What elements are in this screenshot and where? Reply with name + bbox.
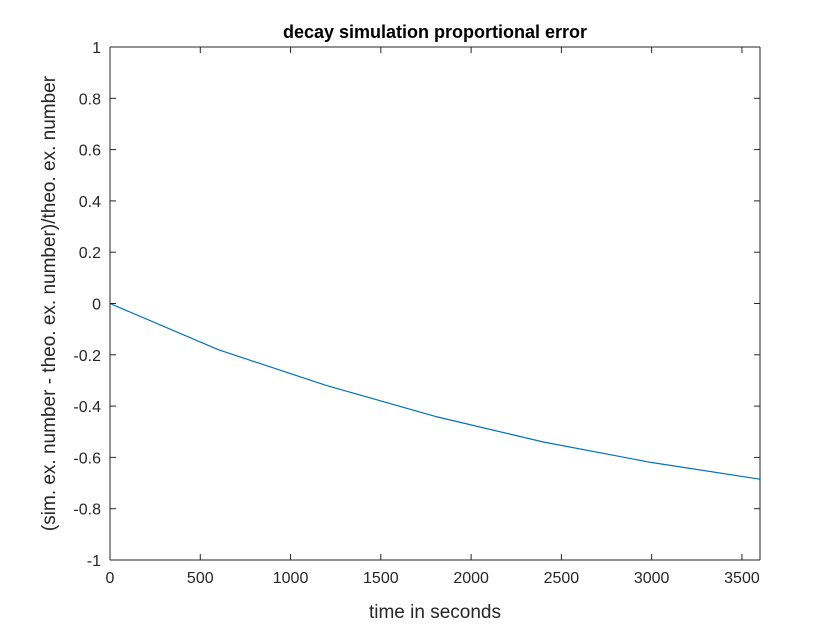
y-tick-label: -0.8 (73, 502, 101, 519)
x-tick-label: 1500 (363, 570, 399, 587)
y-tick-label: -0.6 (73, 450, 101, 467)
y-axis-label: (sim. ex. number - theo. ex. number)/the… (39, 75, 60, 531)
y-tick-label: 0.4 (79, 194, 101, 211)
series-line (109, 302, 761, 480)
x-tick-label: 2000 (453, 570, 489, 587)
x-tick-label: 0 (106, 570, 115, 587)
y-tick-label: -0.4 (73, 399, 101, 416)
y-tick-label: -1 (87, 553, 101, 570)
x-tick-label: 1000 (273, 570, 309, 587)
x-tick-label: 3500 (724, 570, 760, 587)
chart-title: decay simulation proportional error (283, 22, 587, 42)
x-tick-label: 500 (187, 570, 214, 587)
y-tick-label: 0.8 (79, 91, 101, 108)
y-tick-label: 1 (92, 40, 101, 57)
y-tick-label: 0.2 (79, 245, 101, 262)
y-tick-label: 0.6 (79, 143, 101, 160)
y-tick-label: 0 (92, 297, 101, 314)
x-axis-label: time in seconds (369, 602, 501, 623)
ticks-layer: 0 500 1000 1500 2000 2500 3000 3500 1 0.8 0.6 0.4 0.… (73, 40, 760, 587)
x-tick-label: 2500 (544, 570, 580, 587)
x-tick-label: 3000 (634, 570, 670, 587)
series-layer (109, 302, 761, 480)
y-tick-label: -0.2 (73, 348, 101, 365)
plot-area (110, 47, 760, 560)
